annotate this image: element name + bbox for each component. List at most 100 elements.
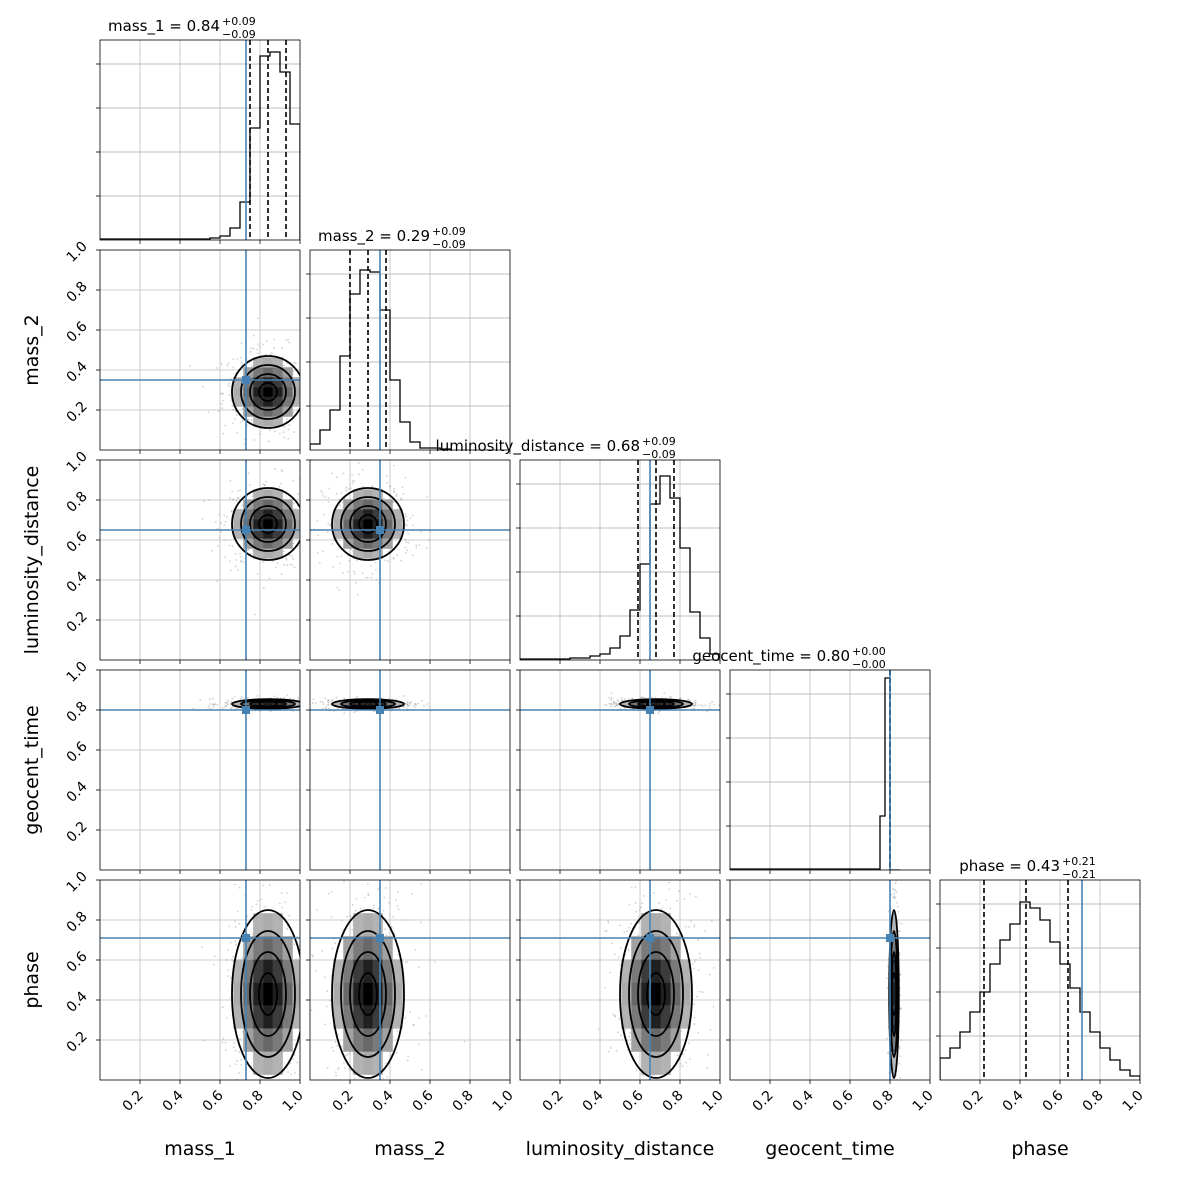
sample-point [618,700,620,702]
sample-point [300,1066,302,1068]
sample-point [428,539,430,541]
sample-point [281,347,283,349]
sample-point [894,895,896,897]
panel-frame [310,670,510,870]
sample-point [315,702,317,704]
sample-point [690,920,692,922]
sample-point [283,697,285,699]
truth-marker [242,934,250,942]
sample-point [695,896,697,898]
sample-point [233,409,235,411]
sample-point [226,702,228,704]
density-cell [651,1006,661,1029]
sample-point [679,698,681,700]
sample-point [324,1023,326,1025]
sample-point [346,487,348,489]
sample-point [608,703,610,705]
sample-point [407,704,409,706]
sample-point [307,704,309,706]
sample-point [357,1081,359,1083]
sample-point [291,555,293,557]
sample-point [330,397,332,399]
sample-point [421,700,423,702]
sample-point [321,508,323,510]
panel-geocent_time-vs-mass_1: 0.20.40.60.81.0 [64,659,336,874]
sample-point [255,903,257,905]
sample-point [236,1104,238,1106]
sample-point [363,1082,365,1084]
sample-point [221,407,223,409]
sample-point [305,1055,307,1057]
sample-point [303,500,305,502]
sample-point [350,487,352,489]
sample-point [243,562,245,564]
sample-point [231,405,233,407]
sample-point [216,367,218,369]
sample-point [694,700,696,702]
density-cell [343,936,353,959]
sample-point [629,1032,631,1034]
sample-point [891,846,893,848]
sample-point [302,1040,304,1042]
sample-point [305,546,307,548]
sample-point [406,541,408,543]
sample-point [355,582,357,584]
density-cell [343,539,353,549]
sample-point [688,1042,690,1044]
density-cell [243,407,253,417]
sample-point [640,697,642,699]
sample-point [249,484,251,486]
sample-point [331,473,333,475]
title-mass_1-upper-error: +0.09 [222,15,256,28]
sample-point [616,1050,618,1052]
density-cell [283,499,293,509]
density-cell [263,1052,273,1075]
sample-point [631,887,633,889]
sample-point [429,706,431,708]
sample-point [312,955,314,957]
sample-point [339,563,341,565]
sample-point [710,1029,712,1031]
sample-point [304,1006,306,1008]
sample-point [393,488,395,490]
sample-point [325,706,327,708]
sample-point [671,877,673,879]
sample-point [287,1071,289,1073]
sample-point [887,1052,889,1054]
sample-point [294,508,296,510]
density-cell [283,982,293,1005]
sample-point [358,462,360,464]
sample-point [338,1067,340,1069]
density-cell [671,1029,681,1052]
sample-point [311,954,313,956]
sample-point [303,391,305,393]
sample-point [406,703,408,705]
sample-point [277,562,279,564]
sample-point [332,1050,334,1052]
sample-point [354,1078,356,1080]
sample-point [704,930,706,932]
sample-point [220,393,222,395]
sample-point [211,550,213,552]
sample-point [322,495,324,497]
sample-point [693,924,695,926]
sample-point [301,565,303,567]
sample-point [279,902,281,904]
sample-point [227,975,229,977]
sample-point [305,1023,307,1025]
x-tick-label: 0.4 [160,1088,187,1115]
sample-point [303,1017,305,1019]
sample-point [343,712,345,714]
sample-point [239,1051,241,1053]
sample-point [253,335,255,337]
sample-point [306,704,308,706]
sample-point [367,577,369,579]
sample-point [344,1067,346,1069]
density-cell [273,703,283,704]
sample-point [346,490,348,492]
sample-point [283,365,285,367]
sample-point [628,1036,630,1038]
sample-point [303,1090,305,1092]
y-tick-label: 0.8 [64,279,91,306]
